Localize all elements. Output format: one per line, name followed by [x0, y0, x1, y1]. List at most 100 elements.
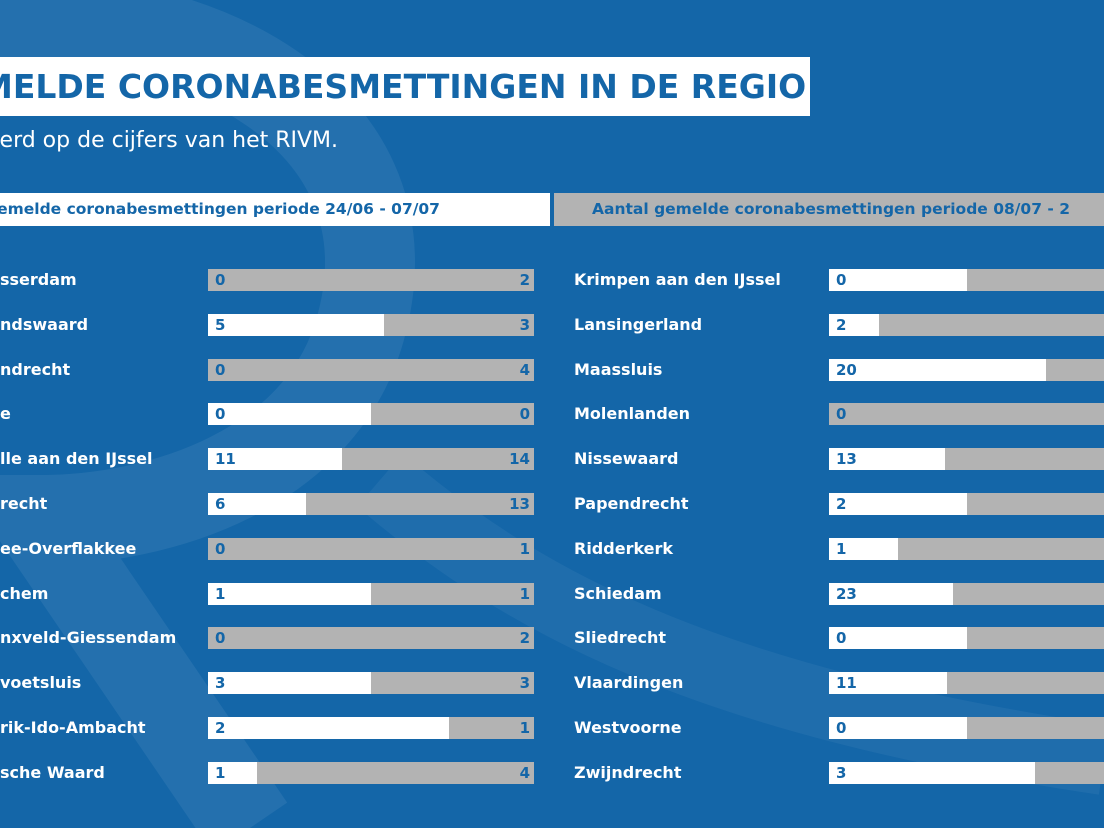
- value-period-1: 3: [215, 674, 226, 693]
- bar-track: 6 13: [208, 493, 534, 515]
- value-period-2: 13: [509, 495, 530, 513]
- value-period-2: 3: [519, 674, 530, 693]
- list-item: Westvoorne 0: [0, 717, 1104, 739]
- list-item: Schiedam 23: [0, 582, 1104, 605]
- value-period-2: 1: [519, 584, 530, 603]
- region-name: e: [0, 404, 11, 424]
- list-item: Zwijndrecht 3: [0, 761, 1104, 784]
- list-item: nxveld-Giessendam 0 2: [0, 627, 1104, 650]
- bar-track: 0: [829, 403, 1104, 426]
- bar-period-1: [208, 403, 371, 426]
- region-name: ndswaard: [0, 314, 89, 334]
- region-name: voetsluis: [0, 673, 82, 693]
- value-period-1: 2: [836, 495, 847, 513]
- value-period-1: 23: [836, 584, 857, 603]
- region-name: Nissewaard: [574, 449, 679, 469]
- bar-period-1: [829, 761, 1036, 784]
- list-item: Maassluis 20: [0, 358, 1104, 381]
- bar-period-1: [829, 358, 1047, 381]
- bar-track: 11 14: [208, 448, 534, 471]
- region-name: Vlaardingen: [574, 673, 684, 693]
- value-period-2: 4: [519, 763, 530, 782]
- region-name: Papendrecht: [574, 494, 689, 513]
- list-item: sche Waard 1 4: [0, 761, 1104, 784]
- value-period-1: 6: [215, 495, 226, 513]
- bar-track: 1: [829, 537, 1104, 560]
- list-item: voetsluis 3 3: [0, 672, 1104, 695]
- list-item: ndswaard 5 3: [0, 313, 1104, 336]
- value-period-1: 0: [836, 629, 847, 648]
- value-period-1: 0: [215, 405, 226, 424]
- region-name: ndrecht: [0, 359, 71, 379]
- value-period-2: 1: [519, 719, 530, 737]
- value-period-1: 0: [215, 629, 226, 648]
- bar-track: 0: [829, 269, 1104, 291]
- region-name: Maassluis: [574, 359, 663, 379]
- value-period-2: 1: [519, 539, 530, 558]
- bar-track: 23: [829, 582, 1104, 605]
- bar-track: 2: [829, 493, 1104, 515]
- value-period-2: 14: [509, 450, 530, 469]
- value-period-1: 1: [215, 584, 226, 603]
- value-period-1: 2: [836, 315, 847, 334]
- bar-track: 0: [829, 627, 1104, 650]
- bar-period-1: [208, 448, 342, 471]
- value-period-1: 5: [215, 315, 226, 334]
- region-name: Krimpen aan den IJssel: [574, 270, 781, 289]
- bar-period-1: [829, 269, 967, 291]
- region-name: Lansingerland: [574, 314, 703, 334]
- list-item: sserdam 0 2: [0, 269, 1104, 291]
- value-period-1: 3: [836, 763, 847, 782]
- list-item: Ridderkerk 1: [0, 537, 1104, 560]
- value-period-1: 2: [215, 719, 226, 737]
- bar-period-1: [829, 627, 967, 650]
- bar-track: 3: [829, 761, 1104, 784]
- value-period-2: 3: [519, 315, 530, 334]
- page-subtitle: eerd op de cijfers van het RIVM.: [0, 128, 339, 153]
- region-name: sserdam: [0, 270, 77, 289]
- bar-period-1: [208, 717, 450, 739]
- list-item: ee-Overflakkee 0 1: [0, 537, 1104, 560]
- region-name: Westvoorne: [574, 718, 682, 737]
- bar-period-1: [829, 582, 953, 605]
- bar-track: 2: [829, 313, 1104, 336]
- region-name: Molenlanden: [574, 404, 691, 424]
- list-item: Sliedrecht 0: [0, 627, 1104, 650]
- list-item: ndrecht 0 4: [0, 358, 1104, 381]
- value-period-1: 0: [215, 271, 226, 289]
- page-title: MELDE CORONABESMETTINGEN IN DE REGIO: [0, 57, 810, 116]
- list-item: chem 1 1: [0, 582, 1104, 605]
- list-item: Lansingerland 2: [0, 313, 1104, 336]
- region-name: nxveld-Giessendam: [0, 628, 177, 648]
- list-item: Vlaardingen 11: [0, 672, 1104, 695]
- value-period-2: 2: [519, 629, 530, 648]
- value-period-1: 0: [215, 360, 226, 379]
- region-name: Ridderkerk: [574, 538, 674, 558]
- value-period-1: 1: [215, 763, 226, 782]
- bar-period-1: [208, 582, 371, 605]
- region-name: Sliedrecht: [574, 628, 667, 648]
- bar-track: 13: [829, 448, 1104, 471]
- region-name: lle aan den IJssel: [0, 449, 153, 469]
- value-period-1: 0: [836, 271, 847, 289]
- region-name: ee-Overflakkee: [0, 538, 137, 558]
- region-name: Schiedam: [574, 583, 662, 603]
- value-period-1: 0: [836, 405, 847, 424]
- region-name: chem: [0, 583, 49, 603]
- list-item: Nissewaard 13: [0, 448, 1104, 471]
- value-period-1: 20: [836, 360, 857, 379]
- list-item: Krimpen aan den IJssel 0: [0, 269, 1104, 291]
- bar-period-1: [208, 493, 306, 515]
- bar-period-1: [829, 717, 967, 739]
- bar-period-1: [829, 493, 967, 515]
- legend-period-2: Aantal gemelde coronabesmettingen period…: [554, 193, 1104, 226]
- bar-track: 0: [829, 717, 1104, 739]
